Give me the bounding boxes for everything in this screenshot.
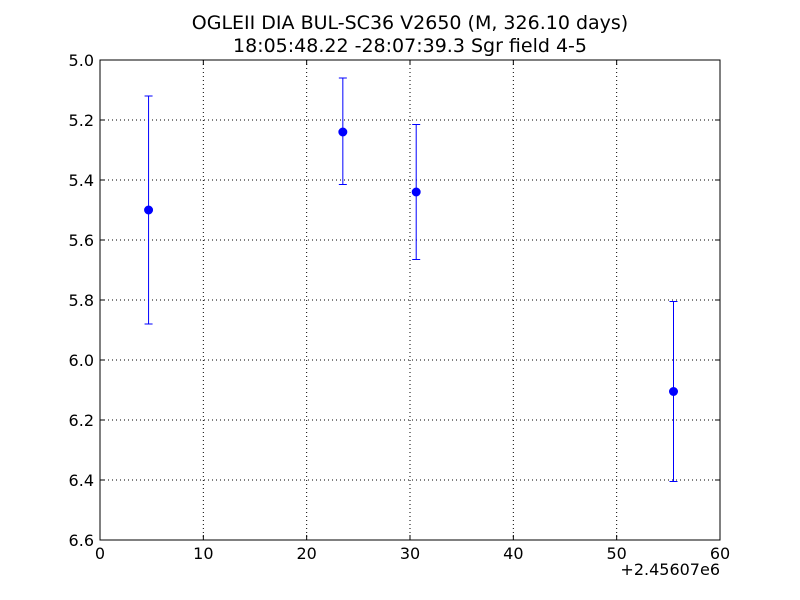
data-point: [144, 205, 154, 215]
x-tick-label: 0: [95, 544, 105, 563]
y-tick-label: 5.0: [69, 51, 94, 70]
chart-title-line2: 18:05:48.22 -28:07:39.3 Sgr field 4-5: [233, 35, 587, 57]
y-tick-label: 5.8: [69, 291, 94, 310]
y-tick-label: 6.2: [69, 411, 94, 430]
axis-ticks: 0 10 20 30 40 50 60 5.0 5.2 5.4 5.6 5.8 6.0 6.2 6.4 6.6: [69, 51, 731, 563]
data-point: [669, 387, 678, 396]
x-tick-label: 50: [606, 544, 626, 563]
y-tick-label: 5.6: [69, 231, 94, 250]
x-tick-label: 20: [296, 544, 316, 563]
data-point: [338, 127, 348, 137]
y-tick-label: 5.2: [69, 111, 94, 130]
y-tick-label: 5.4: [69, 171, 94, 190]
x-tick-label: 10: [193, 544, 213, 563]
y-tick-label: 6.4: [69, 471, 94, 490]
x-tick-label: 30: [400, 544, 420, 563]
axes-frame: [99, 59, 721, 541]
data-point: [411, 187, 421, 197]
y-tick-label: 6.0: [69, 351, 94, 370]
data-points: [144, 77, 678, 482]
x-tick-label: 40: [503, 544, 523, 563]
x-tick-label: 60: [710, 544, 730, 563]
y-tick-label: 6.6: [69, 531, 94, 550]
chart-title-line1: OGLEII DIA BUL-SC36 V2650 (M, 326.10 day…: [192, 12, 628, 34]
x-offset-label: +2.45607e6: [620, 560, 720, 579]
